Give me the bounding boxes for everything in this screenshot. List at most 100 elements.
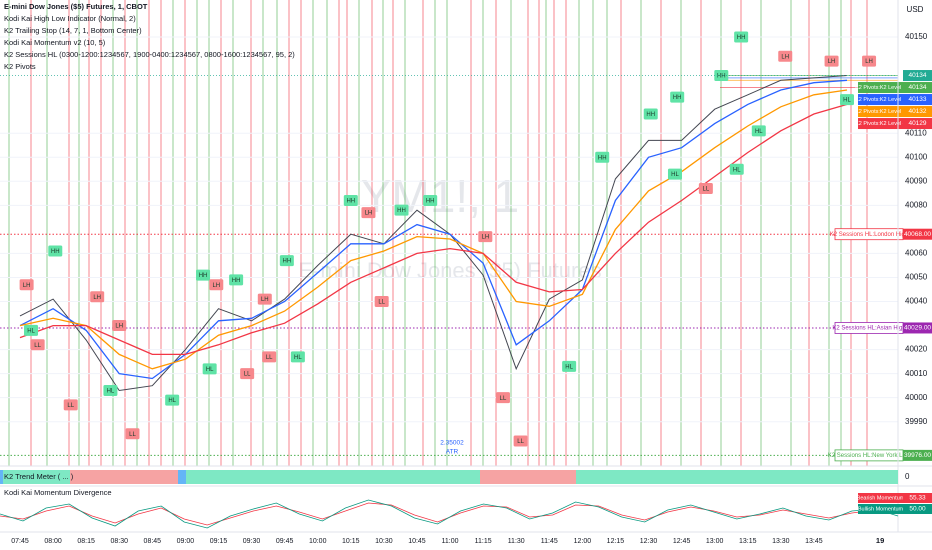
level-value-tag xyxy=(903,322,932,334)
pivot-level-tag xyxy=(858,94,903,106)
trend-meter-segment xyxy=(576,470,898,484)
level-value: 40029.00 xyxy=(904,325,931,332)
session-stripe xyxy=(358,0,360,466)
session-stripe xyxy=(495,0,497,466)
pivot-marker xyxy=(667,168,682,180)
pivot-marker xyxy=(862,55,877,67)
pivot-label: HH xyxy=(426,199,435,205)
pivot-label: HL xyxy=(733,167,741,173)
y-tick-label: 40090 xyxy=(905,176,928,185)
session-stripe xyxy=(300,0,302,466)
session-stripe xyxy=(112,0,114,466)
y-tick-label: 40150 xyxy=(905,32,928,41)
pivot-marker xyxy=(343,195,358,207)
session-stripe xyxy=(172,0,174,466)
momentum-value-tag xyxy=(903,493,932,503)
session-stripe xyxy=(262,0,264,466)
pivot-label: LH xyxy=(365,211,373,217)
session-stripe xyxy=(338,0,340,466)
session-stripe xyxy=(346,0,348,466)
pivot-label: LL xyxy=(34,343,41,349)
pivot-marker xyxy=(262,351,277,363)
session-stripe xyxy=(404,0,406,466)
trend-meter-title: K2 Trend Meter ( ... ) xyxy=(4,472,74,481)
session-stripe xyxy=(640,0,642,466)
y-tick-label: 40050 xyxy=(905,273,928,282)
session-stripe xyxy=(100,0,102,466)
session-stripe xyxy=(760,0,762,466)
x-tick-label: 08:00 xyxy=(44,538,62,545)
pivot-level-tag xyxy=(858,106,903,118)
session-stripe xyxy=(276,0,278,466)
session-stripe xyxy=(545,0,547,466)
level-value: 40068.00 xyxy=(904,231,931,238)
pivot-label: HH xyxy=(232,278,241,284)
pivot-marker xyxy=(279,255,294,267)
series-line xyxy=(19,79,848,380)
trend-meter-value: 0 xyxy=(905,472,910,481)
pivot-level-value: 40133 xyxy=(908,96,926,103)
pivot-label: LL xyxy=(378,300,385,306)
pivot-marker xyxy=(670,91,685,103)
momentum-name: Bullish Momentum xyxy=(858,506,904,512)
x-tick-label: 10:30 xyxy=(375,538,393,545)
pivot-marker xyxy=(48,245,63,257)
y-tick-label: 40110 xyxy=(905,128,927,137)
last-price-tag xyxy=(903,70,932,82)
pivot-marker xyxy=(257,293,272,305)
pivot-marker xyxy=(824,55,839,67)
pivot-level-value-tag xyxy=(903,82,932,94)
watermark-name: E-mini Dow Jones ($5) Futures xyxy=(298,258,601,283)
session-stripe xyxy=(620,0,622,466)
trend-meter-segment xyxy=(3,470,70,484)
pivot-label: LL xyxy=(67,403,74,409)
x-tick-label: 12:15 xyxy=(607,538,625,545)
pivot-label: LH xyxy=(23,283,31,289)
x-tick-label: 12:00 xyxy=(574,538,592,545)
pivot-marker xyxy=(734,31,749,43)
pivot-marker xyxy=(19,279,34,291)
pivot-label: LH xyxy=(481,235,489,241)
pivot-marker xyxy=(595,151,610,163)
x-tick-label: 12:30 xyxy=(640,538,658,545)
session-stripe xyxy=(392,0,394,466)
pivot-marker xyxy=(90,291,105,303)
pivot-level-value: 40129 xyxy=(908,120,926,127)
pivot-label: LL xyxy=(517,439,524,445)
session-stripe xyxy=(250,0,252,466)
series-line xyxy=(19,103,848,356)
pivot-label: HL xyxy=(206,367,214,373)
y-tick-label: 40040 xyxy=(905,297,928,306)
x-tick-label: 11:00 xyxy=(442,538,459,545)
trend-meter-segment xyxy=(186,470,480,484)
y-tick-label: 40060 xyxy=(905,249,928,258)
level-value: 39976.00 xyxy=(904,452,931,459)
pivot-marker xyxy=(423,195,438,207)
pivot-level-tag xyxy=(858,82,903,94)
y-tick-label: 40080 xyxy=(905,200,928,209)
momentum-value: 55.33 xyxy=(909,495,926,502)
session-stripe xyxy=(606,0,608,466)
pivot-label: HL xyxy=(294,355,302,361)
x-tick-label: 13:00 xyxy=(706,538,724,545)
legend-line: Kodi Kai High Low Indicator (Normal, 2) xyxy=(4,14,136,23)
pivot-label: HH xyxy=(646,112,655,118)
session-stripe xyxy=(288,0,290,466)
pivot-label: HH xyxy=(717,74,726,80)
session-stripe xyxy=(565,0,567,466)
session-stripe xyxy=(196,0,198,466)
x-tick-label: 07:45 xyxy=(11,538,29,545)
y-tick-label: 40010 xyxy=(905,369,928,378)
pivot-label: HH xyxy=(283,259,292,265)
pivot-level-value-tag xyxy=(903,106,932,118)
trend-meter-segment xyxy=(178,470,186,484)
pivot-label: LH xyxy=(781,54,789,60)
pivot-label: HL xyxy=(755,129,763,135)
momentum-name: Bearish Momentum xyxy=(857,495,905,501)
pivot-label: LH xyxy=(212,283,220,289)
watermark-symbol: YM1!, 1 xyxy=(361,170,520,222)
session-stripe xyxy=(68,0,70,466)
pivot-label: HH xyxy=(737,35,746,41)
y-tick-label: 40020 xyxy=(905,345,928,354)
